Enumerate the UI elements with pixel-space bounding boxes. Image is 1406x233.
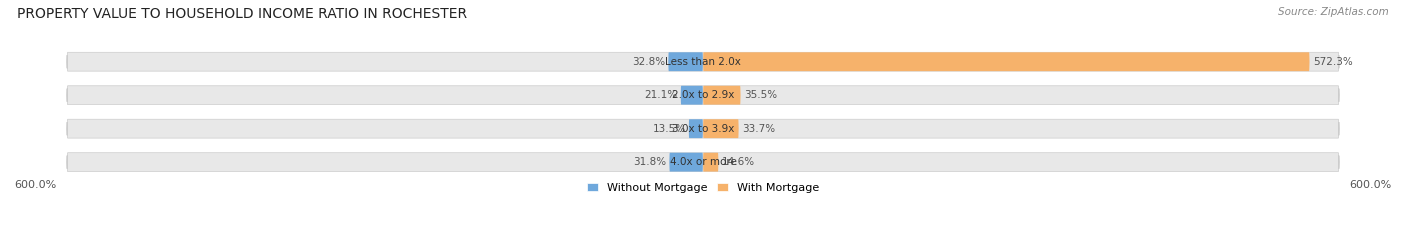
Text: 32.8%: 32.8%: [631, 57, 665, 67]
Text: 600.0%: 600.0%: [14, 180, 56, 190]
Text: Less than 2.0x: Less than 2.0x: [665, 57, 741, 67]
FancyBboxPatch shape: [703, 86, 741, 105]
Text: Source: ZipAtlas.com: Source: ZipAtlas.com: [1278, 7, 1389, 17]
FancyBboxPatch shape: [703, 153, 718, 171]
Legend: Without Mortgage, With Mortgage: Without Mortgage, With Mortgage: [588, 183, 818, 193]
Text: 2.0x to 2.9x: 2.0x to 2.9x: [672, 90, 734, 100]
FancyBboxPatch shape: [668, 52, 703, 71]
FancyBboxPatch shape: [67, 52, 1339, 71]
Text: 14.6%: 14.6%: [721, 157, 755, 167]
FancyBboxPatch shape: [681, 86, 703, 105]
Text: 13.5%: 13.5%: [652, 124, 686, 134]
Text: 3.0x to 3.9x: 3.0x to 3.9x: [672, 124, 734, 134]
Text: 35.5%: 35.5%: [744, 90, 778, 100]
Text: 600.0%: 600.0%: [1350, 180, 1392, 190]
FancyBboxPatch shape: [67, 153, 1339, 171]
FancyBboxPatch shape: [689, 119, 703, 138]
Text: 4.0x or more: 4.0x or more: [669, 157, 737, 167]
Text: 33.7%: 33.7%: [742, 124, 775, 134]
Text: 31.8%: 31.8%: [633, 157, 666, 167]
FancyBboxPatch shape: [669, 153, 703, 171]
FancyBboxPatch shape: [703, 119, 738, 138]
FancyBboxPatch shape: [67, 86, 1339, 105]
FancyBboxPatch shape: [703, 52, 1309, 71]
Text: PROPERTY VALUE TO HOUSEHOLD INCOME RATIO IN ROCHESTER: PROPERTY VALUE TO HOUSEHOLD INCOME RATIO…: [17, 7, 467, 21]
Text: 21.1%: 21.1%: [644, 90, 678, 100]
Text: 572.3%: 572.3%: [1313, 57, 1353, 67]
FancyBboxPatch shape: [67, 119, 1339, 138]
